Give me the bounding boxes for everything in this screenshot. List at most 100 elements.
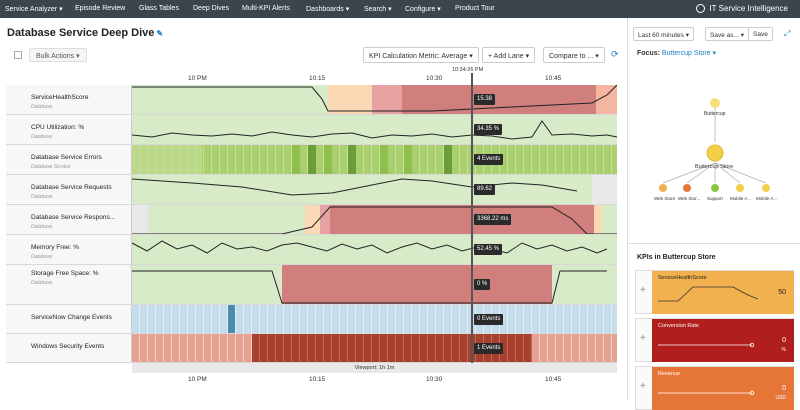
kpi-sparkline	[658, 390, 755, 396]
select-all-checkbox[interactable]	[14, 51, 22, 59]
lane-plot[interactable]: 0 Events	[132, 305, 617, 333]
add-lane-button[interactable]: + Add Lane ▾	[482, 47, 536, 63]
nav-service-analyzer[interactable]: Service Analyzer ▾	[5, 6, 63, 13]
kpi-card-body: Revenue 0 USD	[652, 367, 794, 410]
lane-label: CPU Utilization: % Database	[6, 115, 132, 144]
bulk-actions-button[interactable]: Bulk Actions ▾	[29, 48, 87, 62]
nav-episode-review[interactable]: Episode Review	[75, 5, 126, 12]
lane-value-badge: 89.62	[474, 184, 496, 195]
lane-plot[interactable]: 3368.22 ms	[132, 205, 617, 234]
lane-name: CPU Utilization: %	[31, 124, 85, 131]
focus-selector[interactable]: Focus: Buttercup Store ▾	[637, 49, 716, 57]
lane-label: ServiceHealthScore Database	[6, 85, 132, 114]
add-icon[interactable]: +	[640, 333, 646, 344]
lane-name: Windows Security Events	[31, 343, 105, 350]
lane-entity: Database Service	[31, 164, 71, 170]
nav-configure[interactable]: Configure ▾	[405, 6, 441, 13]
lane-plot[interactable]: 0 %	[132, 265, 617, 304]
severity-band	[132, 175, 592, 204]
node-buttercup-store[interactable]	[706, 144, 724, 162]
top-nav: Service Analyzer ▾ Episode Review Glass …	[0, 0, 800, 18]
nav-deep-dives[interactable]: Deep Dives	[193, 5, 230, 12]
kpi-value: 50	[778, 289, 786, 296]
kpi-value: 0	[782, 337, 786, 344]
severity-band	[596, 85, 617, 114]
severity-band	[282, 265, 552, 304]
severity-band	[372, 85, 402, 114]
node-label: Buttercup	[704, 111, 726, 117]
node-web-store-2[interactable]	[683, 184, 691, 192]
change-events-strip	[132, 305, 617, 333]
severity-band	[330, 205, 594, 234]
node-support[interactable]	[711, 184, 719, 192]
kpi-name: Revenue	[658, 371, 681, 377]
node-label: Buttercup Store	[695, 164, 734, 170]
node-label: Mobile A...	[756, 196, 778, 201]
lane-plot[interactable]: 1 Events	[132, 334, 617, 362]
lane-plot[interactable]: 89.62	[132, 175, 617, 204]
save-button[interactable]: Save	[748, 27, 773, 41]
lane-plot[interactable]: 34.35 %	[132, 115, 617, 144]
kpi-calculation-metric-dropdown[interactable]: KPI Calculation Metric: Average ▾	[363, 47, 479, 63]
bottom-time-axis: 10 PM 10:15 10:30 10:45	[0, 373, 627, 400]
time-cursor[interactable]	[471, 73, 473, 369]
lane-storage-free-space[interactable]: Storage Free Space: % Database 0 %	[6, 265, 617, 305]
node-buttercup[interactable]	[710, 98, 720, 108]
lane-plot[interactable]: 52.45 %	[132, 235, 617, 264]
add-icon[interactable]: +	[640, 285, 646, 296]
node-web-store[interactable]	[659, 184, 667, 192]
lane-value-badge: 3368.22 ms	[474, 214, 512, 225]
node-label: Support	[707, 196, 723, 201]
cursor-time-label: 10:34:26 PM	[452, 67, 484, 73]
lane-plot[interactable]: 4 Events	[132, 145, 617, 174]
lane-servicenow-change-events[interactable]: ServiceNow Change Events 0 Events	[6, 305, 617, 334]
focus-value[interactable]: Buttercup Store ▾	[661, 50, 717, 57]
lane-label: Storage Free Space: % Database	[6, 265, 132, 304]
kpi-card[interactable]: + Revenue 0 USD	[635, 366, 794, 410]
lane-windows-security-events[interactable]: Windows Security Events 1 Events	[6, 334, 617, 363]
add-icon[interactable]: +	[640, 381, 646, 392]
lane-name: Storage Free Space: %	[31, 270, 99, 277]
pencil-icon[interactable]: ✎	[156, 29, 164, 38]
compare-to-dropdown[interactable]: Compare to ... ▾	[543, 47, 605, 63]
lane-entity: Database	[31, 254, 53, 260]
nav-glass-tables[interactable]: Glass Tables	[139, 5, 179, 12]
lane-database-service-errors[interactable]: Database Service Errors Database Service	[6, 145, 617, 175]
lane-database-service-response[interactable]: Database Service Respons... Database 336…	[6, 205, 617, 235]
severity-band	[594, 205, 602, 234]
lane-label: ServiceNow Change Events	[6, 305, 132, 333]
tick-label: 10:15	[309, 75, 326, 82]
page-title-text: Database Service Deep Dive	[7, 27, 155, 39]
save-as-button[interactable]: Save as... ▾	[705, 27, 749, 41]
node-label: Mobile A...	[730, 196, 752, 201]
nav-search[interactable]: Search ▾	[364, 6, 392, 13]
error-heatmap	[132, 145, 617, 174]
kpi-card-body: Conversion Rate 0 %	[652, 319, 794, 362]
kpi-card[interactable]: + ServiceHealthScore 50	[635, 270, 794, 314]
brand-name: IT Service Intelligence	[709, 4, 788, 13]
tick-label: 10:30	[426, 376, 443, 383]
lane-memory-free[interactable]: Memory Free: % Database 52.45 %	[6, 235, 617, 265]
lane-cpu-utilization[interactable]: CPU Utilization: % Database 34.35 %	[6, 115, 617, 145]
lane-entity: Database	[31, 134, 53, 140]
cpu-line	[132, 120, 617, 140]
severity-band	[602, 205, 617, 234]
lane-service-health-score[interactable]: ServiceHealthScore Database 15.38	[6, 85, 617, 115]
service-topology-graph	[659, 98, 770, 192]
nav-dashboards[interactable]: Dashboards ▾	[306, 6, 350, 13]
right-panel: Last 60 minutes ▾ Save as... ▾ Save ⤢ Fo…	[627, 18, 800, 410]
lane-plot[interactable]: 15.38	[132, 85, 617, 114]
nav-multi-kpi-alerts[interactable]: Multi-KPI Alerts	[242, 5, 290, 12]
kpi-card[interactable]: + Conversion Rate 0 %	[635, 318, 794, 362]
refresh-icon[interactable]: ⟳	[611, 49, 619, 59]
node-mobile-a[interactable]	[736, 184, 744, 192]
time-range-picker[interactable]: Last 60 minutes ▾	[633, 27, 694, 41]
severity-band	[328, 85, 372, 114]
lanes-container: ServiceHealthScore Database 15.38 CPU Ut…	[6, 85, 617, 363]
node-mobile-a-2[interactable]	[762, 184, 770, 192]
expand-icon[interactable]: ⤢	[784, 29, 791, 38]
viewport-bar[interactable]: Viewport: 1h 1m	[132, 363, 617, 373]
tick-label: 10:15	[309, 376, 326, 383]
nav-product-tour[interactable]: Product Tour	[455, 5, 495, 12]
lane-database-service-requests[interactable]: Database Service Requests Database 89.62	[6, 175, 617, 205]
